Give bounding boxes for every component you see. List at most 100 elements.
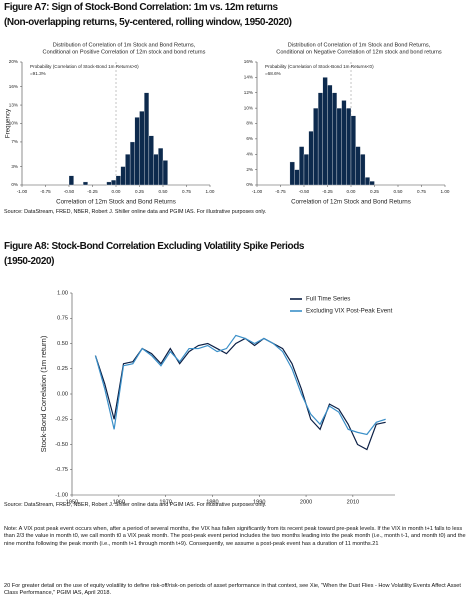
legend-label: Full Time Series (306, 296, 350, 303)
bar (322, 77, 328, 186)
x-tick-label: 0.25 (135, 189, 144, 194)
bar (336, 107, 342, 186)
bar (369, 181, 375, 186)
bar (134, 117, 140, 186)
x-tick-label: -0.25 (87, 189, 98, 194)
y-tick-label: 14% (244, 75, 253, 80)
y-tick-label: 10% (9, 121, 18, 126)
y-tick-label: 6% (246, 136, 253, 141)
x-tick-label: -0.75 (40, 189, 51, 194)
y-tick-label: 4% (246, 151, 253, 156)
y-tick-label: 10% (244, 105, 253, 110)
y-tick-label: 1.00 (57, 290, 68, 296)
chart-subtitle: Conditional on Positive Correlation of 1… (43, 49, 206, 55)
footnote: 20 For greater detail on the use of equi… (4, 583, 461, 597)
x-tick-label: -0.50 (64, 189, 75, 194)
y-tick-label: 0.00 (57, 391, 68, 397)
bar (360, 154, 366, 186)
y-tick-label: 7% (11, 139, 18, 144)
x-axis-label: Correlation of 12m Stock and Bond Return… (56, 199, 176, 206)
chart-title: Distribution of Correlation of 1m Stock … (53, 42, 196, 48)
chart-title: Distribution of Correlation of 1m Stock … (288, 42, 431, 48)
bar (144, 92, 150, 186)
y-tick-label: -0.75 (55, 467, 68, 473)
bar (313, 107, 319, 186)
y-tick-label: 13% (9, 102, 18, 107)
x-tick-label: 2010 (347, 499, 359, 505)
bar (158, 147, 164, 186)
y-tick-label: 2% (246, 167, 253, 172)
x-tick-label: 2000 (300, 499, 312, 505)
bar (289, 161, 295, 186)
y-tick-label: 0.75 (57, 316, 68, 322)
bar (129, 141, 135, 186)
bar (139, 111, 145, 186)
figure-title: Figure A7: Sign of Stock-Bond Correlatio… (4, 2, 278, 13)
y-tick-label: 20% (9, 59, 18, 64)
y-tick-label: -0.25 (55, 417, 68, 423)
x-tick-label: 1960 (113, 499, 125, 505)
y-axis-label: Stock-Bond Correlation (1m return) (39, 335, 48, 452)
x-tick-label: 1970 (159, 499, 171, 505)
figure-title: Figure A8: Stock-Bond Correlation Exclud… (4, 241, 305, 252)
y-tick-label: -0.50 (55, 442, 68, 448)
x-tick-label: 1990 (253, 499, 265, 505)
bar (355, 146, 361, 186)
annotation: Probability (Correlation of Stock-Bond 1… (30, 64, 139, 69)
source: Source: DataStream, FRED, NBER, Robert J… (4, 502, 267, 508)
x-tick-label: 1950 (66, 499, 78, 505)
x-tick-label: -0.50 (299, 189, 310, 194)
note: Note: A VIX post peak event occurs when,… (4, 526, 466, 547)
bar (350, 115, 356, 186)
bar (153, 154, 159, 186)
bar (327, 84, 333, 186)
x-tick-label: 0.50 (394, 189, 403, 194)
bar (82, 181, 88, 186)
bar (332, 92, 338, 186)
x-tick-label: 0.00 (112, 189, 121, 194)
bar (125, 154, 131, 186)
x-tick-label: 1980 (206, 499, 218, 505)
series-line (94, 337, 386, 451)
y-tick-label: 3% (11, 164, 18, 169)
y-tick-label: 0% (246, 182, 253, 187)
series-line (94, 334, 386, 436)
figure-subtitle: (Non-overlapping returns, 5y-centered, r… (4, 17, 292, 28)
bar (299, 146, 305, 186)
bar (120, 166, 126, 186)
y-tick-label: 0.25 (57, 366, 68, 372)
bar (162, 160, 168, 186)
bar (317, 92, 323, 186)
bar (341, 100, 347, 186)
x-axis-label: Correlation of 12m Stock and Bond Return… (291, 199, 411, 206)
chart-subtitle: Conditional on Negative Correlation of 1… (276, 49, 442, 55)
bar (68, 175, 74, 186)
bar (294, 169, 300, 186)
bar (148, 135, 154, 186)
y-tick-label: 16% (9, 84, 18, 89)
x-tick-label: 1.00 (441, 189, 450, 194)
y-tick-label: -1.00 (55, 492, 68, 498)
annotation: =68.6% (265, 71, 281, 76)
x-tick-label: 1.00 (206, 189, 215, 194)
x-tick-label: 0.00 (347, 189, 356, 194)
y-tick-label: 16% (244, 59, 253, 64)
source: Source: DataStream, FRED, NBER, Robert J… (4, 209, 267, 215)
y-tick-label: 0.50 (57, 341, 68, 347)
x-tick-label: 0.50 (159, 189, 168, 194)
bar (346, 107, 352, 186)
bar (308, 131, 314, 186)
y-tick-label: 8% (246, 121, 253, 126)
x-tick-label: -0.75 (275, 189, 286, 194)
bar (115, 175, 121, 186)
x-tick-label: 0.25 (370, 189, 379, 194)
x-tick-label: 0.75 (182, 189, 191, 194)
x-tick-label: 0.75 (417, 189, 426, 194)
bar (106, 181, 112, 186)
bar (111, 179, 117, 186)
y-axis-label: Frequency (5, 108, 12, 138)
bar (364, 177, 370, 186)
x-tick-label: -1.00 (252, 189, 263, 194)
